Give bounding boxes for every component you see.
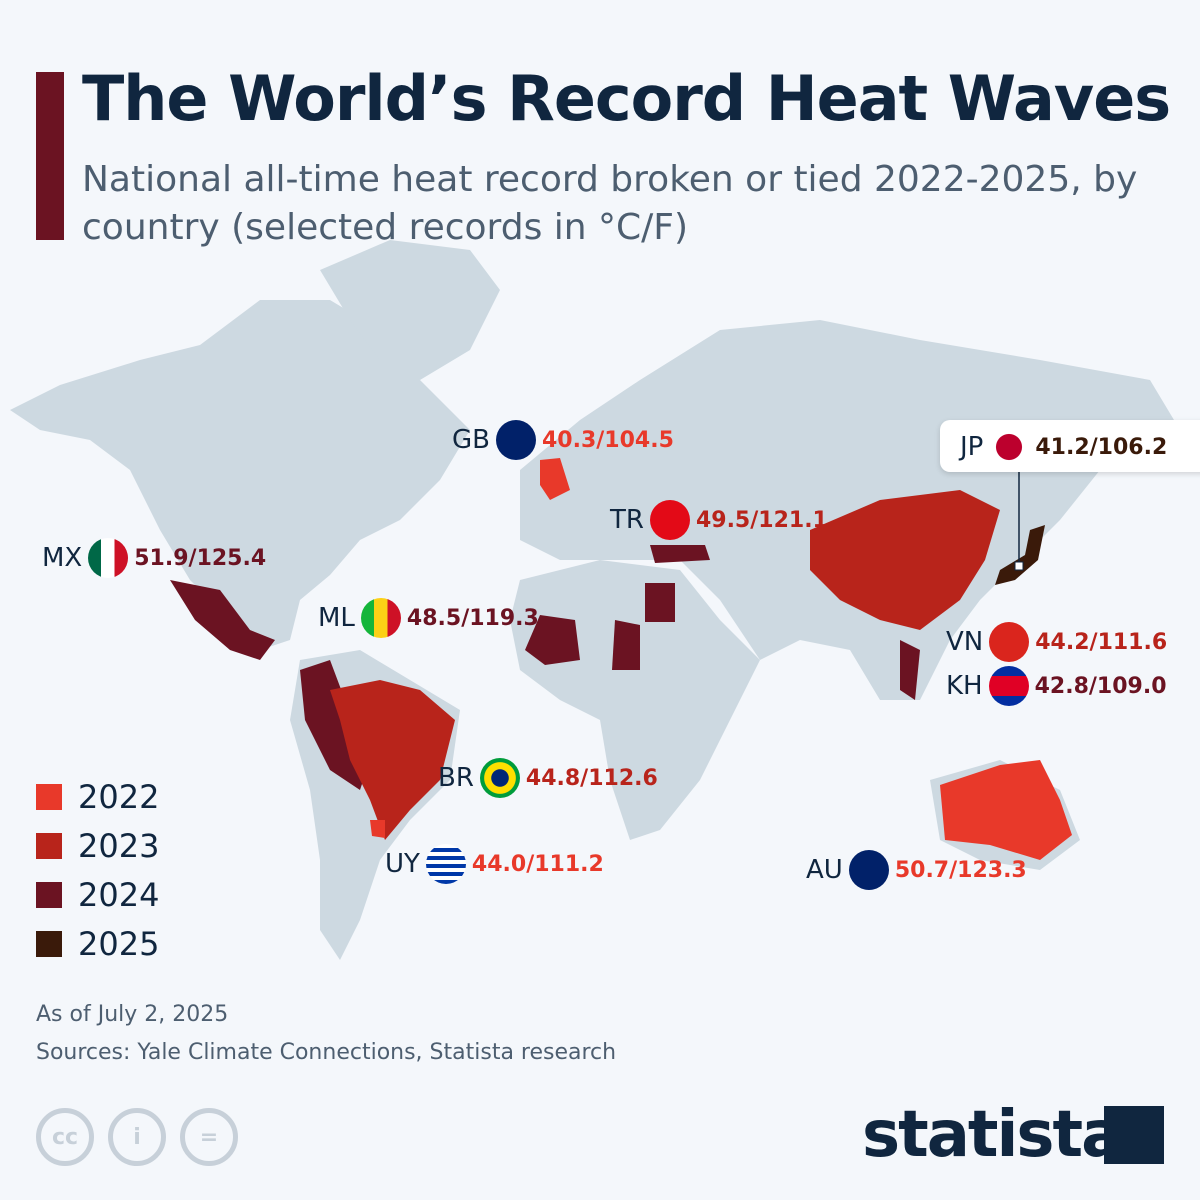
record-value: 41.2/106.2 — [1035, 434, 1168, 460]
country-australia — [940, 760, 1072, 860]
label-tr: TR 49.5/121.1 — [610, 500, 828, 540]
record-value: 44.8/112.6 — [525, 765, 658, 791]
legend-item-2023: 2023 — [36, 821, 159, 870]
flag-vn-icon — [989, 622, 1030, 662]
label-br: BR 44.8/112.6 — [438, 758, 658, 798]
highlighted-countries — [170, 458, 1072, 860]
north-america — [10, 300, 470, 650]
country-japan — [995, 525, 1045, 585]
country-brazil — [330, 680, 455, 840]
country-uruguay — [370, 820, 385, 838]
record-value: 51.9/125.4 — [134, 545, 267, 571]
country-code: BR — [438, 763, 474, 793]
record-value: 50.7/123.3 — [894, 857, 1027, 883]
label-kh: KH 42.8/109.0 — [946, 666, 1167, 706]
land-masses — [10, 240, 1180, 960]
country-turkey — [650, 545, 710, 563]
country-code: AU — [806, 855, 843, 885]
record-value: 44.0/111.2 — [471, 851, 604, 877]
flag-br-icon — [479, 758, 520, 798]
record-value: 49.5/121.1 — [695, 507, 828, 533]
country-code: GB — [452, 425, 490, 455]
record-value: 42.8/109.0 — [1034, 673, 1167, 699]
record-value: 40.3/104.5 — [541, 427, 674, 453]
country-code: MX — [42, 543, 83, 573]
label-ml: ML 48.5/119.3 — [318, 598, 539, 638]
legend-item-2022: 2022 — [36, 772, 159, 821]
no-derivatives-icon[interactable]: = — [180, 1108, 238, 1166]
label-vn: VN 44.2/111.6 — [946, 622, 1167, 662]
label-mx: MX 51.9/125.4 — [42, 538, 266, 578]
country-vietnam-cambodia — [900, 640, 920, 700]
label-gb: GB 40.3/104.5 — [452, 420, 674, 460]
country-code: UY — [385, 849, 420, 879]
country-code: KH — [946, 671, 983, 701]
flag-au-icon — [848, 850, 889, 890]
attribution-icon[interactable]: i — [108, 1108, 166, 1166]
statista-logo[interactable]: statista — [862, 1098, 1124, 1172]
flag-tr-icon — [649, 500, 690, 540]
flag-gb-icon — [495, 420, 536, 460]
record-value: 44.2/111.6 — [1035, 629, 1168, 655]
flag-ml-icon — [360, 598, 401, 638]
title-accent-bar — [36, 72, 64, 240]
page-subtitle: National all-time heat record broken or … — [82, 159, 1138, 248]
record-value: 48.5/119.3 — [406, 605, 539, 631]
legend: 2022 2023 2024 2025 — [36, 772, 159, 968]
sources: Sources: Yale Climate Connections, Stati… — [36, 1040, 617, 1065]
country-code: TR — [610, 505, 644, 535]
statista-logo-icon — [1104, 1106, 1164, 1164]
country-code: VN — [946, 627, 984, 657]
label-uy: UY 44.0/111.2 — [385, 844, 604, 884]
country-code: ML — [318, 603, 355, 633]
country-china — [810, 490, 1000, 630]
flag-uy-icon — [425, 844, 466, 884]
legend-item-2024: 2024 — [36, 870, 159, 919]
country-egypt — [645, 583, 675, 622]
as-of-date: As of July 2, 2025 — [36, 1002, 229, 1027]
legend-item-2025: 2025 — [36, 919, 159, 968]
greenland — [320, 240, 500, 380]
country-mexico — [170, 580, 275, 660]
flag-kh-icon — [988, 666, 1029, 706]
label-au: AU 50.7/123.3 — [806, 850, 1027, 890]
eurasia — [520, 320, 1180, 700]
country-mali — [525, 615, 580, 665]
country-chad — [612, 620, 640, 670]
flag-mx-icon — [88, 538, 129, 578]
cc-license-icon[interactable]: cc — [36, 1108, 94, 1166]
label-jp: JP 41.2/106.2 — [960, 427, 1167, 467]
country-code: JP — [960, 432, 984, 462]
country-uk — [540, 458, 570, 500]
flag-jp-icon — [989, 427, 1030, 467]
japan-callout — [940, 420, 1200, 472]
page-title: The World’s Record Heat Waves — [82, 62, 1171, 135]
